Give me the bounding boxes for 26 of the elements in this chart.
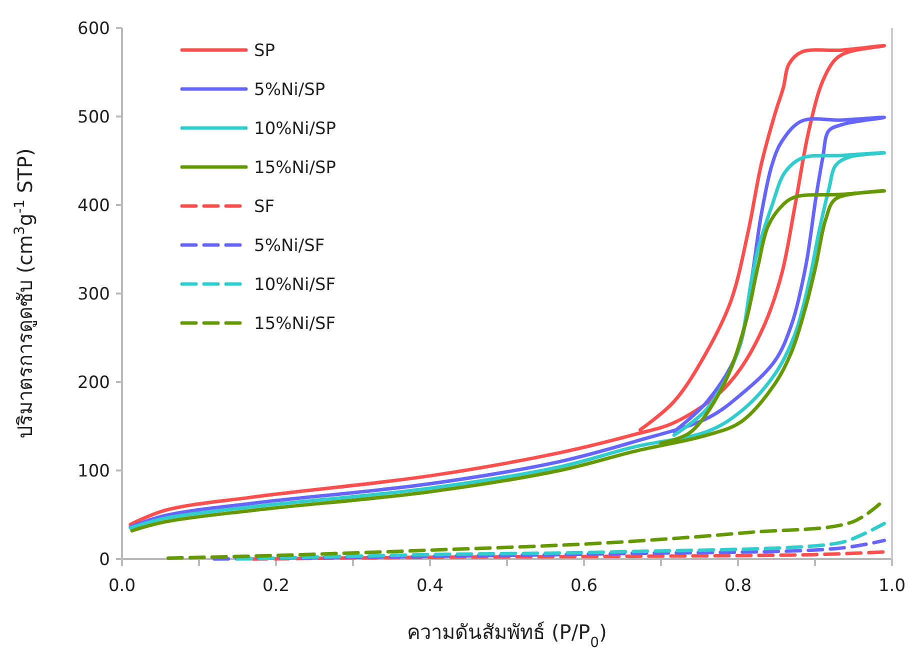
y-tick-label: 200 — [78, 372, 110, 393]
legend-label: 5%Ni/SF — [254, 236, 325, 256]
x-axis-title: ความดันสัมพัทธ์ (P/P$_{0}$) — [407, 620, 607, 651]
x-tick-label: 0.6 — [570, 576, 598, 596]
y-tick-label: 400 — [78, 196, 110, 216]
x-tick-label: 0.4 — [416, 576, 444, 596]
legend-label: 5%Ni/SP — [254, 80, 326, 100]
legend-label: SP — [254, 40, 276, 61]
legend-label: 15%Ni/SF — [254, 314, 336, 334]
line-series — [128, 44, 886, 526]
y-tick-label: 600 — [78, 18, 110, 39]
x-tick-label: 0.2 — [262, 576, 290, 596]
y-tick-label: 100 — [78, 461, 110, 482]
line-series — [212, 538, 886, 561]
legend-label: 15%Ni/SP — [254, 158, 336, 178]
legend-label: 10%Ni/SF — [254, 274, 336, 295]
legend-label: SF — [254, 196, 275, 217]
legend-label: 10%Ni/SP — [254, 118, 336, 139]
line-series — [251, 550, 886, 561]
y-tick-label: 300 — [78, 284, 110, 304]
x-tick-label: 0.0 — [108, 576, 136, 596]
y-tick-label: 500 — [78, 107, 110, 128]
x-tick-label: 1.0 — [878, 576, 906, 596]
line-series — [236, 522, 886, 561]
y-tick-label: 0 — [99, 550, 110, 570]
x-tick-label: 0.8 — [724, 576, 752, 596]
